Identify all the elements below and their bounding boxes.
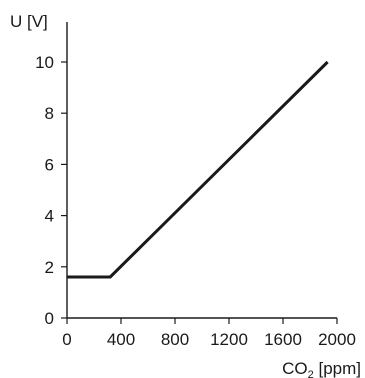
x-axis-title: CO2 [ppm] [282, 359, 361, 378]
x-axis-title-main: CO [282, 359, 308, 378]
x-tick-label: 0 [62, 330, 71, 349]
x-axis-title-unit: [ppm] [314, 359, 361, 378]
x-axis-title-subscript: 2 [308, 369, 314, 378]
x-tick-label: 800 [161, 330, 189, 349]
y-axis-title: U [V] [10, 12, 48, 31]
x-tick-label: 400 [107, 330, 135, 349]
series-line [67, 60, 329, 279]
x-tick-label: 2000 [318, 330, 356, 349]
x-ticks: 0 400 800 1200 1600 2000 [62, 318, 356, 349]
y-tick-label: 6 [45, 155, 54, 174]
y-ticks: 0 2 4 6 8 10 [35, 53, 67, 328]
plot-series [67, 60, 329, 279]
y-tick-label: 4 [45, 207, 54, 226]
y-tick-label: 0 [45, 309, 54, 328]
y-tick-label: 8 [45, 104, 54, 123]
y-axis: 0 2 4 6 8 10 U [V] [10, 12, 68, 328]
y-tick-label: 2 [45, 258, 54, 277]
x-tick-label: 1600 [264, 330, 302, 349]
x-axis: 0 400 800 1200 1600 2000 CO2 [ppm] [62, 317, 361, 378]
x-tick-label: 1200 [210, 330, 248, 349]
y-tick-label: 10 [35, 53, 54, 72]
